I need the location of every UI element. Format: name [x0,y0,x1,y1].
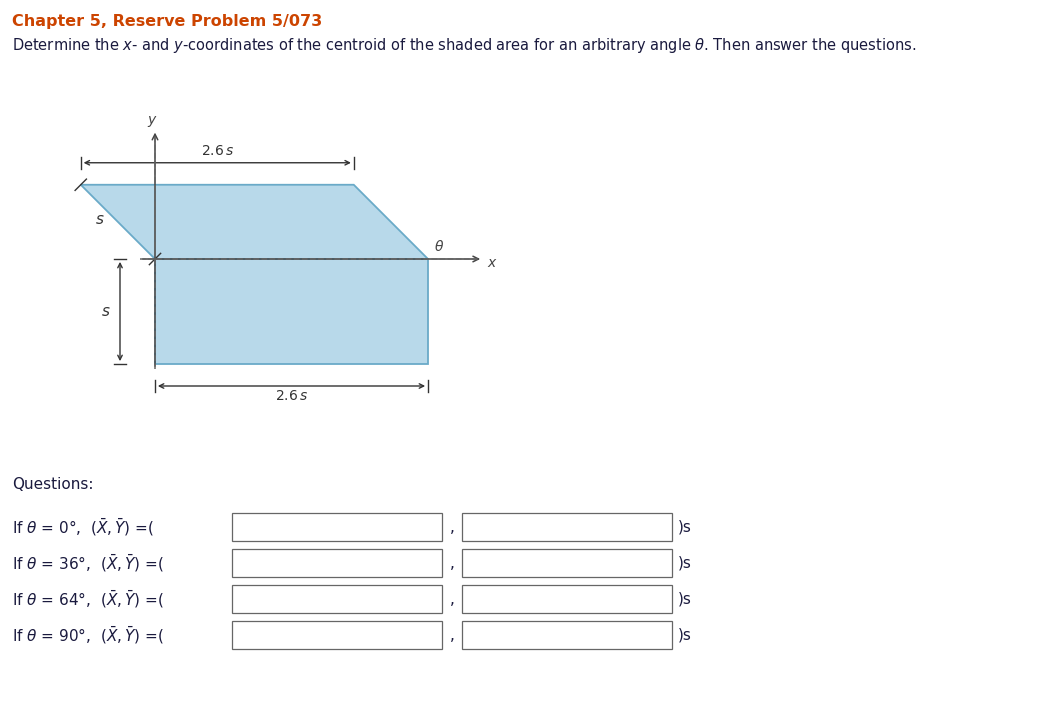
Text: )s: )s [678,555,692,570]
Text: $s$: $s$ [95,213,105,227]
Text: )s: )s [678,591,692,607]
Text: If $\theta$ = 64°,  $(\bar{X},\bar{Y})$ =(: If $\theta$ = 64°, $(\bar{X},\bar{Y})$ =… [12,589,164,610]
Text: )s: )s [678,520,692,534]
Text: ,: , [450,555,455,570]
Text: $2.6\,s$: $2.6\,s$ [275,389,308,403]
Bar [232,621,442,649]
Text: ,: , [450,520,455,534]
Bar [232,585,442,613]
Text: $x$: $x$ [487,256,497,270]
Bar [462,585,672,613]
Bar [232,513,442,541]
Text: If $\theta$ = 36°,  $(\bar{X},\bar{Y})$ =(: If $\theta$ = 36°, $(\bar{X},\bar{Y})$ =… [12,553,164,574]
Text: Chapter 5, Reserve Problem 5/073: Chapter 5, Reserve Problem 5/073 [12,14,323,29]
Text: ,: , [450,627,455,643]
Text: $s$: $s$ [102,304,111,319]
Text: If $\theta$ = 90°,  $(\bar{X},\bar{Y})$ =(: If $\theta$ = 90°, $(\bar{X},\bar{Y})$ =… [12,624,164,646]
Text: ,: , [450,591,455,607]
Text: $2.6\,s$: $2.6\,s$ [201,144,234,158]
Text: Questions:: Questions: [12,477,93,492]
Text: $\theta$: $\theta$ [434,239,444,254]
Text: If $\theta$ = 0°,  $(\bar{X},\bar{Y})$ =(: If $\theta$ = 0°, $(\bar{X},\bar{Y})$ =( [12,517,154,538]
Text: Determine the $x$- and $y$-coordinates of the centroid of the shaded area for an: Determine the $x$- and $y$-coordinates o… [12,36,916,55]
Bar [462,549,672,577]
Text: )s: )s [678,627,692,643]
Bar [462,513,672,541]
Text: $y$: $y$ [147,114,158,129]
Polygon shape [80,184,428,259]
Polygon shape [156,259,428,364]
Bar [462,621,672,649]
Bar [232,549,442,577]
